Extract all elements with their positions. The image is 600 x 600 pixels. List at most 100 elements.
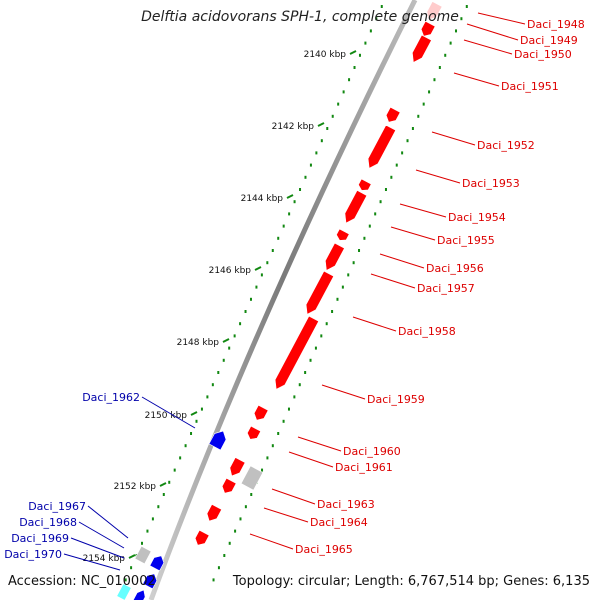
gene-label-daci-1948: Daci_1948	[527, 18, 585, 31]
outer-tick-dot	[336, 297, 339, 301]
connector-line	[297, 436, 342, 452]
kbp-tick-label: 2144 kbp	[241, 194, 284, 204]
outer-tick-dot	[368, 224, 371, 228]
outer-tick-dot	[228, 541, 231, 545]
outer-tick-dot	[449, 41, 452, 45]
gene-arrow-daci-1949	[420, 20, 436, 37]
outer-tick-dot	[417, 114, 420, 118]
connector-line	[141, 396, 196, 429]
inner-tick-dot	[288, 212, 291, 216]
connector-line	[263, 507, 309, 523]
inner-tick-dot	[168, 480, 171, 484]
inner-tick-dot	[342, 90, 345, 94]
gene-label-daci-1968: Daci_1968	[19, 516, 77, 529]
kbp-tick-label: 2154 kbp	[83, 554, 126, 564]
gene-arrow-daci-1954	[344, 190, 368, 224]
inner-tick-dot	[206, 395, 209, 399]
outer-tick-dot	[384, 188, 387, 191]
accession-text: Accession: NC_010002	[8, 574, 156, 589]
gene-label-daci-1965: Daci_1965	[295, 543, 353, 556]
inner-tick-dot	[211, 383, 214, 387]
kbp-tick-mark	[254, 266, 262, 271]
kbp-tick-label: 2152 kbp	[114, 482, 157, 492]
inner-tick-dot	[266, 261, 269, 265]
outer-tick-dot	[261, 468, 264, 472]
inner-tick-dot	[146, 529, 149, 533]
gene-arrow-daci-1956	[325, 242, 345, 271]
inner-tick-dot	[222, 358, 225, 362]
outer-tick-dot	[325, 322, 328, 326]
inner-tick-dot	[195, 419, 198, 423]
gene-arrow-daci-1969	[142, 573, 158, 590]
inner-tick-dot	[353, 66, 356, 69]
kbp-tick-label: 2146 kbp	[209, 266, 252, 276]
gene-arrow-daci-1971	[131, 589, 146, 600]
gene-label-daci-1954: Daci_1954	[448, 211, 506, 224]
gene-label-daci-1950: Daci_1950	[514, 48, 572, 61]
gene-label-daci-1969: Daci_1969	[11, 532, 69, 545]
gene-label-daci-1970: Daci_1970	[4, 548, 62, 561]
gene-arrow-daci-1960	[246, 425, 262, 440]
backbone-line	[148, 0, 418, 600]
gene-arrow-daci-1957	[305, 270, 335, 315]
outer-tick-dot	[395, 163, 398, 167]
outer-tick-dot	[379, 200, 382, 204]
inner-tick-dot	[309, 163, 312, 167]
inner-tick-dot	[260, 273, 263, 277]
gene-box-daci-1970	[116, 583, 132, 600]
gene-label-daci-1962: Daci_1962	[82, 391, 140, 404]
inner-tick-dot	[162, 493, 165, 496]
inner-tick-dot	[380, 5, 383, 8]
gene-label-daci-1957: Daci_1957	[417, 282, 475, 295]
kbp-tick-mark	[128, 554, 136, 559]
kbp-tick-label: 2142 kbp	[272, 122, 315, 132]
label-connectors	[63, 12, 526, 571]
gene-arrow-daci-1948	[426, 1, 443, 21]
gene-arrow-daci-1955	[336, 228, 350, 241]
inner-tick-dot	[331, 114, 334, 118]
inner-tick-dot	[151, 517, 154, 521]
outer-tick-dot	[266, 456, 269, 460]
gene-label-daci-1967: Daci_1967	[28, 500, 86, 513]
map-title: Delftia acidovorans SPH-1, complete geno…	[141, 9, 459, 25]
gene-label-daci-1955: Daci_1955	[437, 234, 495, 247]
outer-tick-dot	[374, 212, 377, 216]
inner-tick-dot	[326, 127, 329, 130]
gene-label-daci-1963: Daci_1963	[317, 498, 375, 511]
gene-label-daci-1949: Daci_1949	[520, 34, 578, 47]
gene-arrow-daci-1965	[206, 503, 223, 522]
gene-label-daci-1959: Daci_1959	[367, 393, 425, 406]
outer-tick-dot	[298, 383, 301, 387]
kbp-tick-mark	[190, 411, 198, 416]
gene-arrow-daci-1962	[208, 430, 227, 451]
outer-tick-dot	[277, 432, 280, 435]
gene-label-daci-1964: Daci_1964	[310, 516, 368, 529]
genome-backbone	[148, 0, 418, 600]
connector-line	[63, 553, 121, 571]
outer-tick-dot	[347, 273, 350, 277]
inner-tick-dot	[277, 236, 280, 240]
inner-tick-dot	[244, 310, 247, 313]
kbp-tick-label: 2150 kbp	[145, 411, 188, 421]
outer-tick-dot	[358, 249, 361, 252]
gene-arrow-daci-1950	[412, 34, 432, 63]
connector-line	[87, 505, 129, 539]
gene-box-daci-1967	[134, 545, 152, 565]
inner-tick-dot	[239, 322, 242, 326]
outer-tick-dot	[444, 53, 447, 57]
inner-tick-dot	[337, 102, 340, 106]
gene-label-daci-1953: Daci_1953	[462, 177, 520, 190]
inner-tick-dot	[228, 346, 231, 350]
outer-tick-dot	[250, 493, 253, 496]
inner-tick-dot	[282, 224, 285, 228]
outer-tick-dot	[320, 334, 323, 338]
outer-tick-dot	[309, 358, 312, 362]
gene-arrow-daci-1953	[358, 178, 372, 191]
connector-line	[399, 203, 447, 218]
outer-tick-dot	[433, 78, 436, 82]
inner-tick-dot	[364, 41, 367, 45]
gene-label-daci-1952: Daci_1952	[477, 139, 535, 152]
inner-tick-dot	[255, 285, 258, 289]
gene-label-daci-1958: Daci_1958	[398, 325, 456, 338]
gene-arrow-daci-1951	[385, 106, 401, 123]
